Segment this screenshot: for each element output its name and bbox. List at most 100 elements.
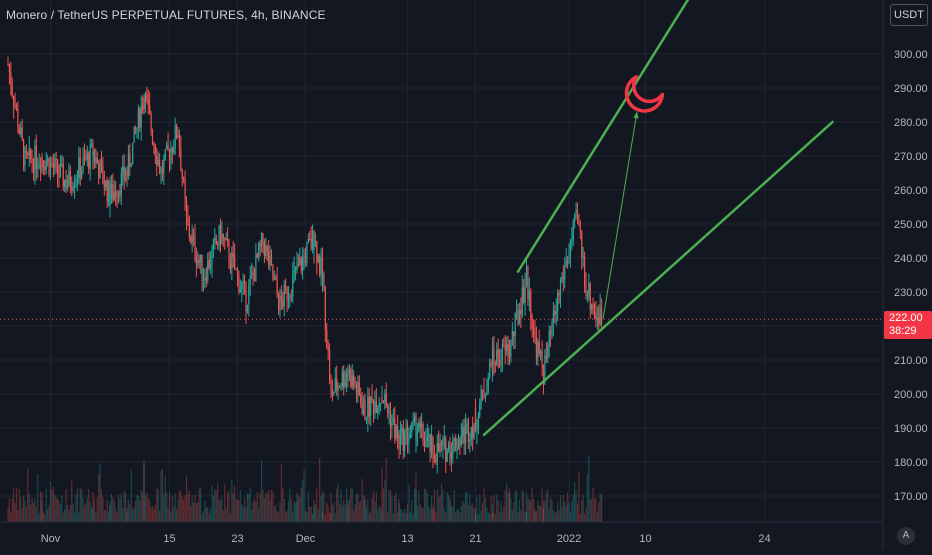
candle-body[interactable] — [136, 127, 138, 131]
candle-body[interactable] — [364, 400, 366, 420]
candle-body[interactable] — [174, 125, 176, 148]
candle-body[interactable] — [120, 173, 122, 196]
candle-body[interactable] — [167, 145, 169, 151]
candle-body[interactable] — [164, 148, 166, 160]
candle-body[interactable] — [596, 317, 598, 320]
candle-body[interactable] — [438, 442, 440, 452]
candle-body[interactable] — [185, 199, 188, 218]
candle-body[interactable] — [317, 256, 319, 263]
candle-body[interactable] — [280, 295, 283, 301]
candle-body[interactable] — [513, 331, 515, 337]
candle-body[interactable] — [296, 264, 298, 271]
candle-body[interactable] — [525, 283, 528, 287]
candle-body[interactable] — [130, 164, 132, 168]
candle-body[interactable] — [200, 254, 202, 263]
candle-body[interactable] — [500, 360, 502, 366]
candle-body[interactable] — [404, 432, 406, 451]
candle-body[interactable] — [211, 248, 213, 265]
candle-body[interactable] — [235, 269, 237, 271]
candle-body[interactable] — [361, 404, 363, 414]
candle-body[interactable] — [428, 434, 430, 437]
candle-body[interactable] — [122, 166, 124, 174]
candle-body[interactable] — [183, 178, 185, 181]
candle-body[interactable] — [201, 254, 203, 281]
candle-body[interactable] — [270, 256, 273, 265]
candle-body[interactable] — [450, 451, 453, 459]
candle-body[interactable] — [115, 191, 117, 197]
candle-body[interactable] — [168, 150, 171, 161]
candle-body[interactable] — [127, 153, 130, 177]
candle-body[interactable] — [25, 150, 28, 154]
candle-body[interactable] — [157, 159, 159, 165]
candle-body[interactable] — [147, 99, 149, 106]
candle-body[interactable] — [477, 415, 479, 429]
candle-body[interactable] — [304, 256, 307, 264]
candle-body[interactable] — [275, 278, 277, 281]
candle-body[interactable] — [282, 300, 284, 307]
candle-body[interactable] — [149, 105, 151, 114]
candle-body[interactable] — [552, 310, 555, 323]
candle-body[interactable] — [252, 272, 254, 274]
candle-body[interactable] — [370, 396, 372, 417]
candle-body[interactable] — [362, 408, 365, 414]
candle-body[interactable] — [396, 426, 399, 439]
candle-body[interactable] — [462, 426, 464, 437]
candle-body[interactable] — [504, 345, 506, 352]
candle-body[interactable] — [124, 178, 127, 181]
candle-body[interactable] — [65, 179, 67, 189]
candle-body[interactable] — [109, 199, 111, 207]
candle-body[interactable] — [514, 312, 516, 337]
candle-body[interactable] — [423, 440, 426, 447]
trendline[interactable] — [516, 0, 690, 273]
candle-body[interactable] — [470, 426, 472, 440]
candle-body[interactable] — [153, 142, 155, 145]
candle-body[interactable] — [345, 373, 348, 382]
candle-body[interactable] — [571, 239, 573, 243]
candle-body[interactable] — [343, 371, 345, 387]
candle-body[interactable] — [263, 242, 266, 257]
candle-body[interactable] — [161, 168, 164, 174]
candle-body[interactable] — [89, 144, 91, 169]
candle-body[interactable] — [8, 64, 11, 73]
candle-body[interactable] — [289, 295, 291, 297]
candle-body[interactable] — [290, 295, 292, 297]
candle-body[interactable] — [413, 415, 416, 421]
candle-body[interactable] — [588, 283, 590, 296]
candle-body[interactable] — [160, 168, 162, 174]
arrow-line[interactable] — [602, 111, 638, 320]
candle-body[interactable] — [447, 444, 450, 450]
candle-body[interactable] — [405, 427, 407, 433]
candle-body[interactable] — [493, 346, 495, 364]
candle-body[interactable] — [419, 422, 421, 428]
candle-body[interactable] — [173, 147, 175, 153]
candle-body[interactable] — [54, 159, 56, 169]
candle-body[interactable] — [86, 152, 88, 160]
candle-body[interactable] — [191, 235, 193, 243]
candle-body[interactable] — [399, 434, 402, 449]
auto-scale-button[interactable]: A — [897, 527, 915, 545]
candle-body[interactable] — [88, 152, 90, 169]
candle-body[interactable] — [156, 156, 158, 165]
candle-body[interactable] — [411, 422, 413, 433]
candle-body[interactable] — [44, 166, 46, 170]
candle-body[interactable] — [90, 143, 93, 145]
candle-body[interactable] — [221, 233, 223, 244]
candle-body[interactable] — [129, 153, 131, 168]
candle-body[interactable] — [432, 442, 434, 456]
candle-body[interactable] — [572, 221, 574, 240]
candle-body[interactable] — [520, 309, 522, 315]
candle-body[interactable] — [534, 333, 536, 337]
candle-body[interactable] — [568, 255, 570, 263]
candle-body[interactable] — [554, 310, 556, 315]
candle-body[interactable] — [265, 245, 267, 257]
candle-body[interactable] — [285, 284, 287, 288]
candle-body[interactable] — [234, 256, 236, 270]
candle-body[interactable] — [208, 260, 210, 269]
candle-body[interactable] — [236, 269, 239, 274]
candle-body[interactable] — [239, 288, 241, 293]
candle-body[interactable] — [260, 233, 263, 246]
candle-body[interactable] — [100, 160, 103, 166]
candle-body[interactable] — [394, 418, 396, 439]
candle-body[interactable] — [547, 346, 549, 359]
